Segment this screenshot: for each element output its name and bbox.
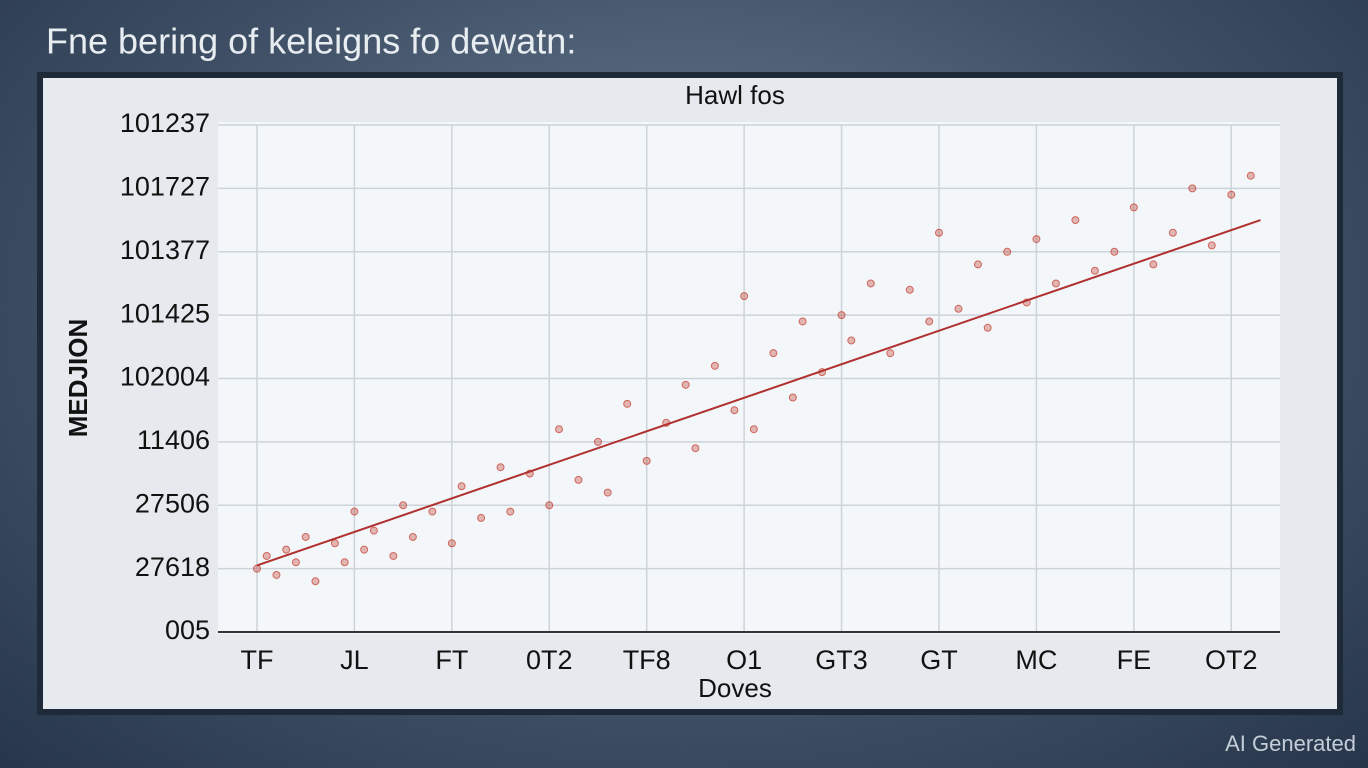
x-axis-label: Doves (698, 673, 772, 703)
point (691, 444, 700, 453)
point (330, 539, 339, 548)
point (788, 393, 797, 402)
point (1168, 228, 1177, 237)
point (905, 285, 914, 294)
chart-title: Hawl fos (685, 80, 785, 110)
point (623, 399, 632, 408)
point (291, 558, 300, 567)
watermark: AI Generated (1225, 731, 1356, 756)
x-tick-label: GT (920, 645, 958, 675)
point (769, 349, 778, 358)
y-tick-label: 101727 (120, 172, 210, 202)
y-tick-label: 27506 (135, 488, 210, 518)
point (973, 260, 982, 269)
y-axis-label: MEDJION (63, 319, 93, 437)
point (350, 507, 359, 516)
point (369, 526, 378, 535)
point (1090, 266, 1099, 275)
point (457, 482, 466, 491)
x-tick-label: OT2 (1205, 645, 1258, 675)
x-tick-label: FE (1117, 645, 1152, 675)
x-tick-label: O1 (726, 645, 762, 675)
point (1227, 190, 1236, 199)
x-tick-label: 0T2 (526, 645, 573, 675)
point (1071, 216, 1080, 225)
point (1188, 184, 1197, 193)
point (428, 507, 437, 516)
point (1207, 241, 1216, 250)
y-tick-label: 101237 (120, 108, 210, 138)
x-tick-label: TF (240, 645, 273, 675)
x-tick-label: GT3 (815, 645, 868, 675)
page-title: Fne bering of keleigns fo dewatn: (46, 21, 576, 62)
point (360, 545, 369, 554)
point (603, 488, 612, 497)
point (954, 304, 963, 313)
point (1051, 279, 1060, 288)
point (262, 551, 271, 560)
x-tick-label: FT (435, 645, 468, 675)
point (311, 577, 320, 586)
x-tick-label: TF8 (623, 645, 671, 675)
point (847, 336, 856, 345)
point (1003, 247, 1012, 256)
point (408, 532, 417, 541)
point (837, 311, 846, 320)
point (730, 406, 739, 415)
point (1110, 247, 1119, 256)
point (681, 380, 690, 389)
point (798, 317, 807, 326)
point (252, 564, 261, 573)
point (710, 361, 719, 370)
point (477, 513, 486, 522)
point (983, 323, 992, 332)
point (1149, 260, 1158, 269)
y-tick-label: 005 (165, 615, 210, 645)
point (399, 501, 408, 510)
y-tick-label: 102004 (120, 362, 210, 392)
point (301, 532, 310, 541)
point (282, 545, 291, 554)
point (1246, 171, 1255, 180)
y-tick-label: 27618 (135, 552, 210, 582)
point (886, 349, 895, 358)
y-tick-label: 11406 (137, 425, 210, 455)
y-tick-label: 101377 (120, 235, 210, 265)
point (447, 539, 456, 548)
point (934, 228, 943, 237)
point (593, 437, 602, 446)
point (555, 425, 564, 434)
point (925, 317, 934, 326)
point (496, 463, 505, 472)
point (1129, 203, 1138, 212)
point (389, 551, 398, 560)
point (506, 507, 515, 516)
point (574, 475, 583, 484)
point (642, 456, 651, 465)
point (740, 292, 749, 301)
point (545, 501, 554, 510)
trend-line (256, 219, 1261, 567)
point (749, 425, 758, 434)
x-tick-label: JL (340, 645, 369, 675)
point (272, 570, 281, 579)
x-tick-label: MC (1015, 645, 1057, 675)
point (340, 558, 349, 567)
point (1032, 235, 1041, 244)
y-tick-label: 101425 (120, 298, 210, 328)
point (866, 279, 875, 288)
